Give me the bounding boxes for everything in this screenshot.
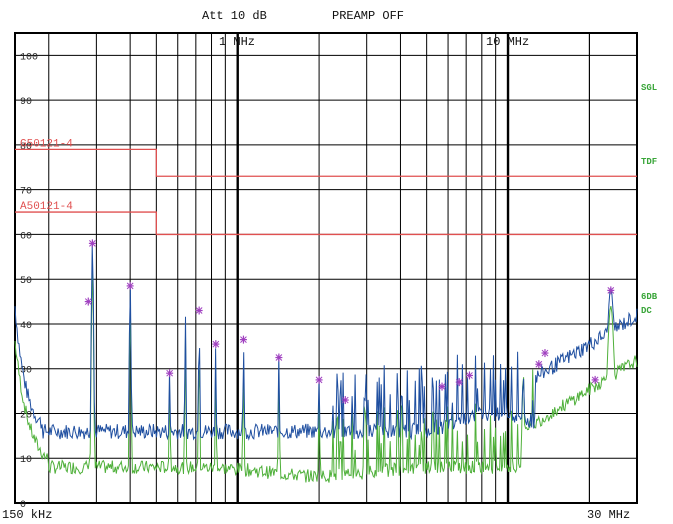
x-10mhz-label: 10 MHz — [486, 35, 529, 49]
limit-line-1 — [15, 211, 637, 236]
y-tick-0: 0 — [20, 500, 26, 511]
y-tick-90: 90 — [20, 97, 32, 108]
6db-label: 6DB — [641, 292, 658, 302]
peak-marker-14 — [541, 349, 549, 358]
average-trace — [14, 262, 638, 483]
trace-lines — [14, 244, 638, 483]
peak-marker-6 — [239, 335, 247, 344]
marker-d2 — [212, 340, 220, 348]
y-tick-10: 10 — [20, 455, 32, 466]
preamp-label: PREAMP OFF — [332, 9, 405, 23]
peak-marker-10 — [438, 382, 446, 391]
plot-frame — [14, 32, 638, 504]
peak-marker-0 — [84, 297, 92, 306]
x-start-label: 150 kHz — [2, 508, 52, 522]
y-tick-60: 60 — [20, 231, 32, 242]
y-tick-30: 30 — [20, 366, 32, 377]
y-tick-40: 40 — [20, 321, 32, 332]
marker-d2 — [195, 307, 203, 314]
marker-d2 — [438, 383, 446, 390]
limit-line-0 — [15, 148, 637, 177]
attenuation-label: Att 10 dB — [202, 9, 267, 23]
peak-marker-15 — [591, 375, 599, 384]
peak-marker-3 — [166, 369, 174, 378]
sgl-label: SGL — [641, 83, 657, 93]
marker-d2 — [591, 376, 599, 384]
marker-d2 — [315, 376, 323, 384]
y-tick-50: 50 — [20, 276, 32, 287]
y-tick-70: 70 — [20, 187, 32, 198]
peak-marker-12 — [465, 371, 473, 380]
marker-d2 — [341, 396, 349, 404]
x-end-label: 30 MHz — [587, 508, 630, 522]
marker-d2 — [240, 336, 247, 343]
peak-trace — [14, 244, 638, 441]
y-tick-100: 100 — [20, 52, 38, 63]
marker-d2 — [275, 354, 283, 361]
peak-marker-1 — [88, 239, 96, 248]
marker-d2 — [466, 372, 473, 379]
marker-d2 — [84, 298, 92, 305]
limit-label-1: A50121-4 — [20, 201, 73, 213]
y-tick-20: 20 — [20, 410, 32, 421]
x-1mhz-label: 1 MHz — [219, 35, 255, 49]
peak-marker-8 — [315, 375, 323, 384]
marker-d2 — [166, 369, 173, 377]
grid-lines: 0 10 20 30 40 50 60 70 80 90 100 — [15, 33, 637, 511]
axis-labels: 150 kHz 30 MHz 1 MHz 10 MHz SGL TDF 6DB … — [2, 35, 658, 522]
peak-marker-11 — [455, 378, 463, 387]
marker-d2 — [535, 360, 543, 368]
y-tick-80: 80 — [20, 142, 32, 153]
peak-marker-9 — [341, 396, 349, 405]
marker-d2 — [455, 378, 463, 386]
peak-markers — [84, 239, 615, 405]
marker-d2 — [89, 240, 96, 247]
peak-marker-7 — [275, 353, 283, 362]
limit-lines: G50121-4 A50121-4 — [15, 138, 637, 236]
limit-label-0: G50121-4 — [20, 138, 73, 150]
marker-d2 — [126, 282, 134, 290]
peak-marker-4 — [195, 306, 203, 315]
dc-label: DC — [641, 306, 652, 316]
peak-marker-2 — [126, 281, 134, 290]
peak-marker-5 — [212, 340, 220, 349]
peak-marker-13 — [535, 360, 543, 369]
tdf-label: TDF — [641, 157, 657, 167]
peak-marker-16 — [607, 286, 615, 295]
marker-d2 — [607, 287, 615, 294]
marker-d2 — [541, 349, 549, 357]
